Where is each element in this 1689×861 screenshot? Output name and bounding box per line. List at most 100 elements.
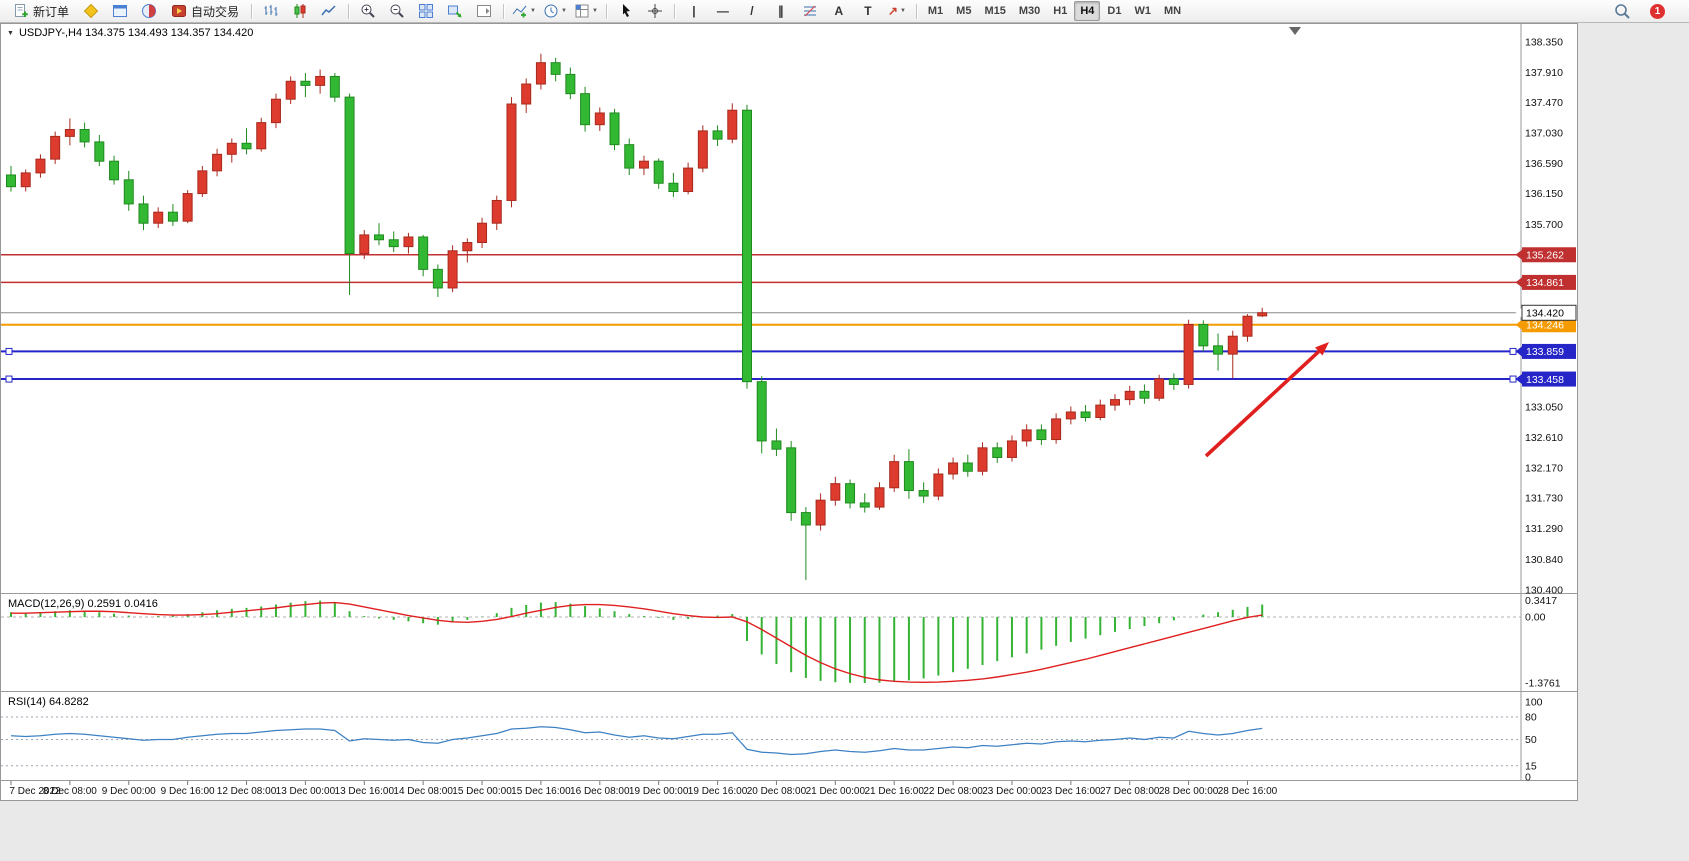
svg-text:133.859: 133.859	[1526, 346, 1564, 358]
templates-button[interactable]: ▼	[571, 0, 601, 22]
trend-arrow-annotation[interactable]	[1204, 342, 1329, 458]
svg-text:16 Dec 08:00: 16 Dec 08:00	[570, 786, 630, 797]
hline-handle[interactable]	[1509, 375, 1517, 383]
crosshair-button[interactable]	[641, 0, 669, 22]
profiles-button[interactable]	[135, 0, 163, 22]
svg-text:13 Dec 16:00: 13 Dec 16:00	[335, 786, 395, 797]
candles	[6, 53, 1268, 581]
price-badge	[1522, 247, 1576, 263]
toolbar-separator	[915, 3, 917, 19]
autotrading-button[interactable]: 自动交易	[164, 0, 246, 22]
timeframe-m5-button[interactable]: M5	[956, 5, 972, 17]
tile-windows-icon	[419, 4, 434, 18]
chevron-down-icon: ▼	[560, 8, 567, 14]
price-badge-pointer	[1515, 307, 1522, 318]
svg-text:12 Dec 08:00: 12 Dec 08:00	[217, 786, 277, 797]
cursor-button[interactable]	[612, 0, 640, 22]
timeframe-m30-button[interactable]: M30	[1018, 5, 1041, 17]
toolbar-separator	[251, 3, 253, 19]
svg-text:80: 80	[1525, 712, 1537, 724]
text-button[interactable]: A	[825, 0, 853, 22]
rsi-panel	[1, 716, 1521, 767]
chart-shift-button[interactable]	[470, 0, 498, 22]
text-label-button[interactable]: T	[854, 0, 882, 22]
trendline-icon: /	[750, 4, 754, 18]
auto-arrange-icon	[448, 5, 462, 18]
hline-handle[interactable]	[1509, 347, 1517, 355]
toolbar-separator	[673, 3, 675, 19]
notification-badge[interactable]: 1	[1650, 3, 1665, 19]
indicators-icon	[512, 5, 527, 18]
autotrading-label: 自动交易	[191, 4, 240, 19]
horizontal-lines[interactable]	[1, 254, 1521, 383]
trend-arrow-shaft[interactable]	[1204, 350, 1320, 458]
tile-windows-button[interactable]	[412, 0, 440, 22]
one-click-trading-toggle[interactable]: ▼	[7, 29, 14, 37]
search-button[interactable]	[1608, 0, 1636, 22]
svg-text:15: 15	[1525, 760, 1537, 772]
timeframe-h4-button[interactable]: H4	[1074, 1, 1101, 21]
metaeditor-icon	[83, 3, 99, 19]
horizontal-line-icon: —	[716, 4, 729, 18]
timeframe-w1-button[interactable]: W1	[1134, 5, 1151, 17]
candlestick-chart-button[interactable]	[286, 0, 314, 22]
svg-text:15 Dec 16:00: 15 Dec 16:00	[511, 786, 571, 797]
price-badge-pointer	[1515, 374, 1522, 385]
fibonacci-button[interactable]	[796, 0, 824, 22]
svg-text:136.150: 136.150	[1525, 188, 1563, 200]
trend-arrow-head[interactable]	[1314, 342, 1329, 356]
cursor-icon	[622, 4, 630, 17]
zoom-out-button[interactable]	[383, 0, 411, 22]
price-badge-pointer	[1515, 249, 1522, 260]
price-badge	[1522, 274, 1576, 290]
macd-signal-line	[11, 601, 1263, 683]
svg-text:132.170: 132.170	[1525, 462, 1563, 474]
timeframe-d1-button[interactable]: D1	[1107, 5, 1122, 17]
vertical-line-icon: |	[692, 4, 696, 18]
horizontal-line-button[interactable]: —	[709, 0, 737, 22]
svg-text:133.050: 133.050	[1525, 402, 1563, 414]
timeframe-mn-button[interactable]: MN	[1163, 5, 1182, 17]
chart-title: USDJPY-,H4 134.375 134.493 134.357 134.4…	[18, 27, 254, 39]
chart-shift-marker[interactable]	[1289, 27, 1301, 35]
price-badge-pointer	[1515, 277, 1522, 288]
svg-text:137.030: 137.030	[1525, 127, 1563, 139]
vertical-line-button[interactable]: |	[680, 0, 708, 22]
svg-text:0: 0	[1525, 772, 1531, 784]
timeframe-m15-button[interactable]: M15	[984, 5, 1006, 17]
price-badge-pointer	[1515, 319, 1522, 330]
new-order-button[interactable]: 新订单	[6, 0, 76, 22]
svg-text:23 Dec 00:00: 23 Dec 00:00	[982, 786, 1042, 797]
text-icon: A	[834, 4, 844, 18]
svg-text:7 Dec 2022: 7 Dec 2022	[9, 786, 61, 797]
svg-text:28 Dec 16:00: 28 Dec 16:00	[1218, 786, 1278, 797]
metaeditor-button[interactable]	[77, 0, 105, 22]
auto-arrange-button[interactable]	[441, 0, 469, 22]
toolbar-separator	[348, 3, 350, 19]
bar-chart-button[interactable]	[257, 0, 285, 22]
hline-handle[interactable]	[5, 347, 13, 355]
zoom-in-button[interactable]	[354, 0, 382, 22]
svg-text:21 Dec 00:00: 21 Dec 00:00	[806, 786, 866, 797]
main-toolbar: 新订单 自动交易	[0, 0, 1689, 23]
svg-text:15 Dec 00:00: 15 Dec 00:00	[452, 786, 512, 797]
hline-handle[interactable]	[5, 375, 13, 383]
new-chart-button[interactable]	[106, 0, 134, 22]
svg-text:19 Dec 00:00: 19 Dec 00:00	[629, 786, 689, 797]
arrows-button[interactable]: ↗ ▼	[883, 0, 911, 22]
indicators-button[interactable]: ▼	[509, 0, 539, 22]
new-order-label: 新订单	[33, 4, 70, 19]
channel-button[interactable]: ∥	[767, 0, 795, 22]
trendline-button[interactable]: /	[738, 0, 766, 22]
timeframe-h1-button[interactable]: H1	[1053, 5, 1068, 17]
rsi-label: RSI(14) 64.8282	[8, 696, 89, 708]
svg-text:136.590: 136.590	[1525, 158, 1563, 170]
price-chart-canvas[interactable]: 138.350 137.910 137.470 137.030 136.590 136.1…	[1, 24, 1577, 800]
timeframe-m1-button[interactable]: M1	[927, 5, 944, 17]
periods-button[interactable]: ▼	[540, 0, 570, 22]
new-chart-icon	[113, 5, 128, 17]
price-badge	[1522, 317, 1576, 333]
line-chart-button[interactable]	[315, 0, 343, 22]
svg-text:134.861: 134.861	[1526, 277, 1564, 289]
